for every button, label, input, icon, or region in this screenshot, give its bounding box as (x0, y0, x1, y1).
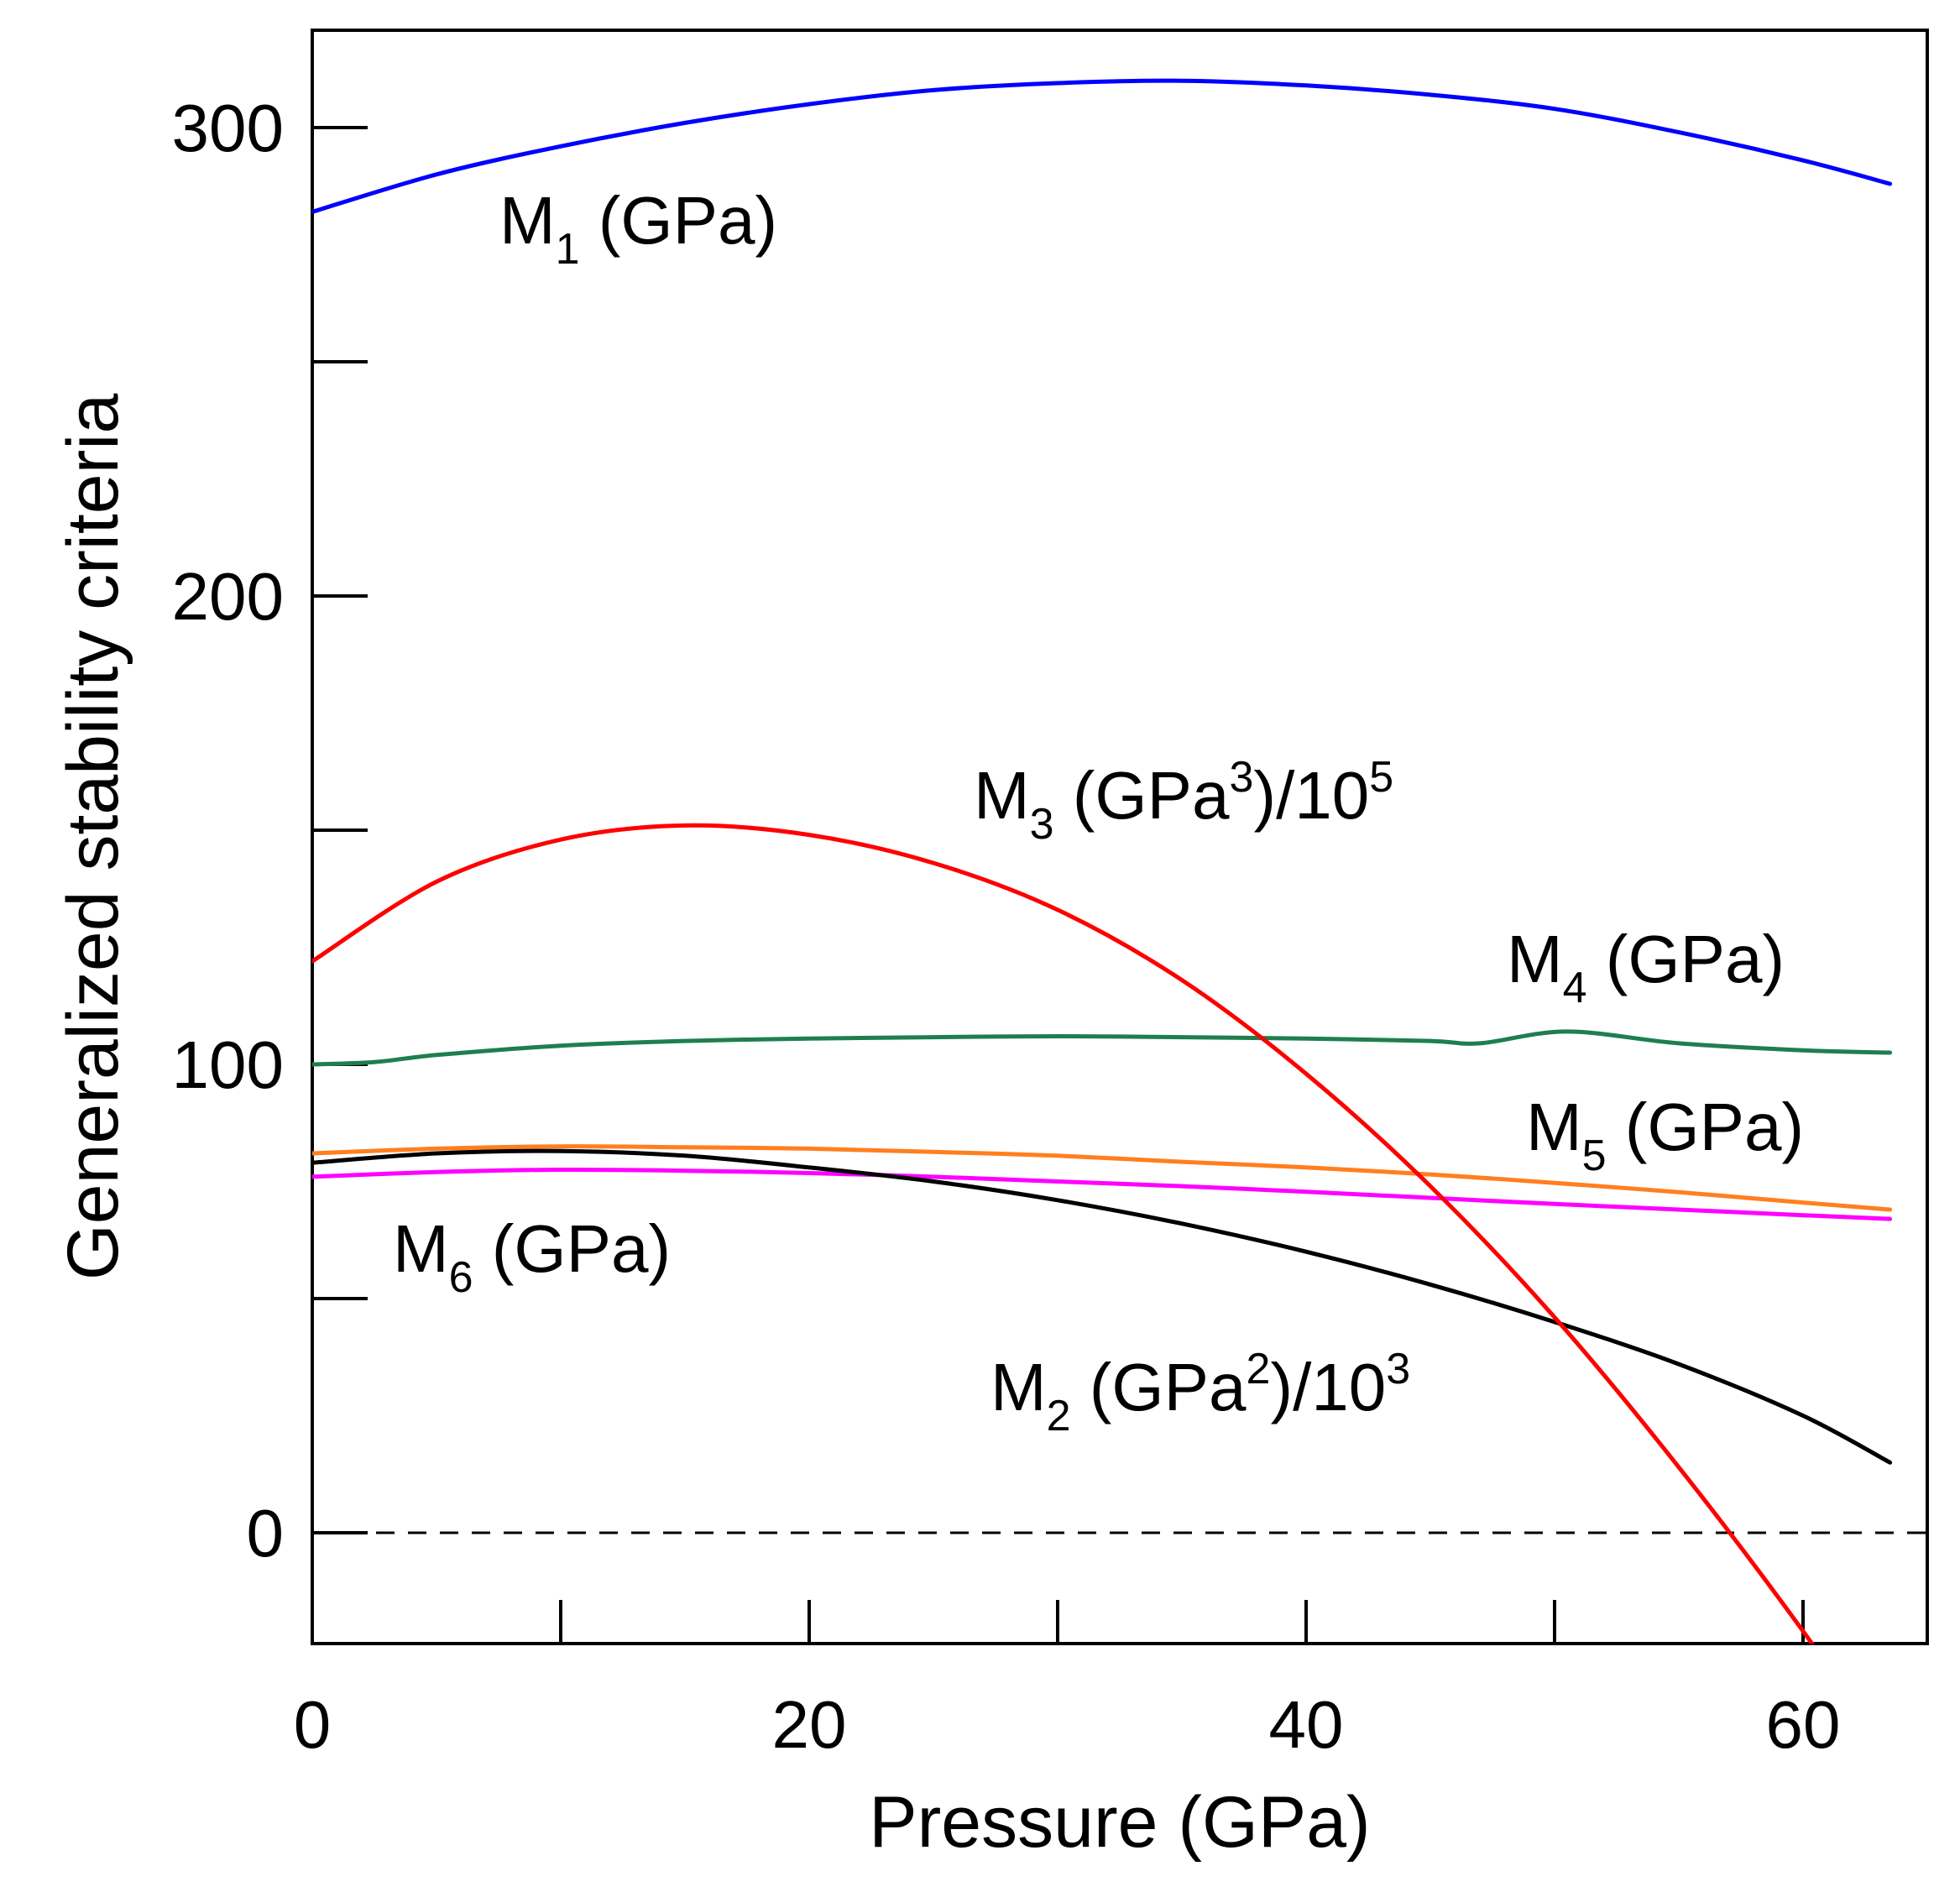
y-tick-label: 200 (172, 559, 284, 634)
x-tick-label: 0 (294, 1687, 332, 1762)
series-label-m4: M4 (GPa) (1507, 922, 1785, 1012)
x-tick-label: 40 (1269, 1687, 1344, 1762)
series-label-m1: M1 (GPa) (499, 183, 777, 274)
series-line-m4 (312, 1029, 1893, 1067)
series-labels: M1 (GPa) M2 (GPa2)/103 M3 (GPa3)/105 M4 (GP… (393, 183, 1804, 1440)
series-line-m6 (312, 1167, 1893, 1221)
series-label-m3: M3 (GPa3)/105 (974, 753, 1393, 849)
x-tick-label: 60 (1766, 1687, 1841, 1762)
y-tick-label: 100 (172, 1027, 284, 1102)
series-lines (312, 78, 1893, 1644)
y-tick-label: 0 (247, 1496, 285, 1571)
series-line-m1 (312, 78, 1893, 214)
plot-frame (311, 29, 1929, 1645)
series-label-m6: M6 (GPa) (393, 1211, 671, 1302)
series-label-m5: M5 (GPa) (1526, 1090, 1804, 1180)
y-axis-title: Generalized stability criteria (53, 394, 133, 1280)
series-line-m3 (312, 823, 1815, 1644)
series-line-m5 (312, 1144, 1893, 1212)
axis-ticks: 0 20 40 60 0 100 200 300 (172, 91, 1841, 1762)
x-axis-title: Pressure (GPa) (869, 1782, 1370, 1863)
series-label-m2: M2 (GPa2)/103 (990, 1345, 1410, 1440)
y-tick-label: 300 (172, 91, 284, 165)
series-line-m2 (312, 1148, 1893, 1465)
x-tick-label: 20 (772, 1687, 847, 1762)
